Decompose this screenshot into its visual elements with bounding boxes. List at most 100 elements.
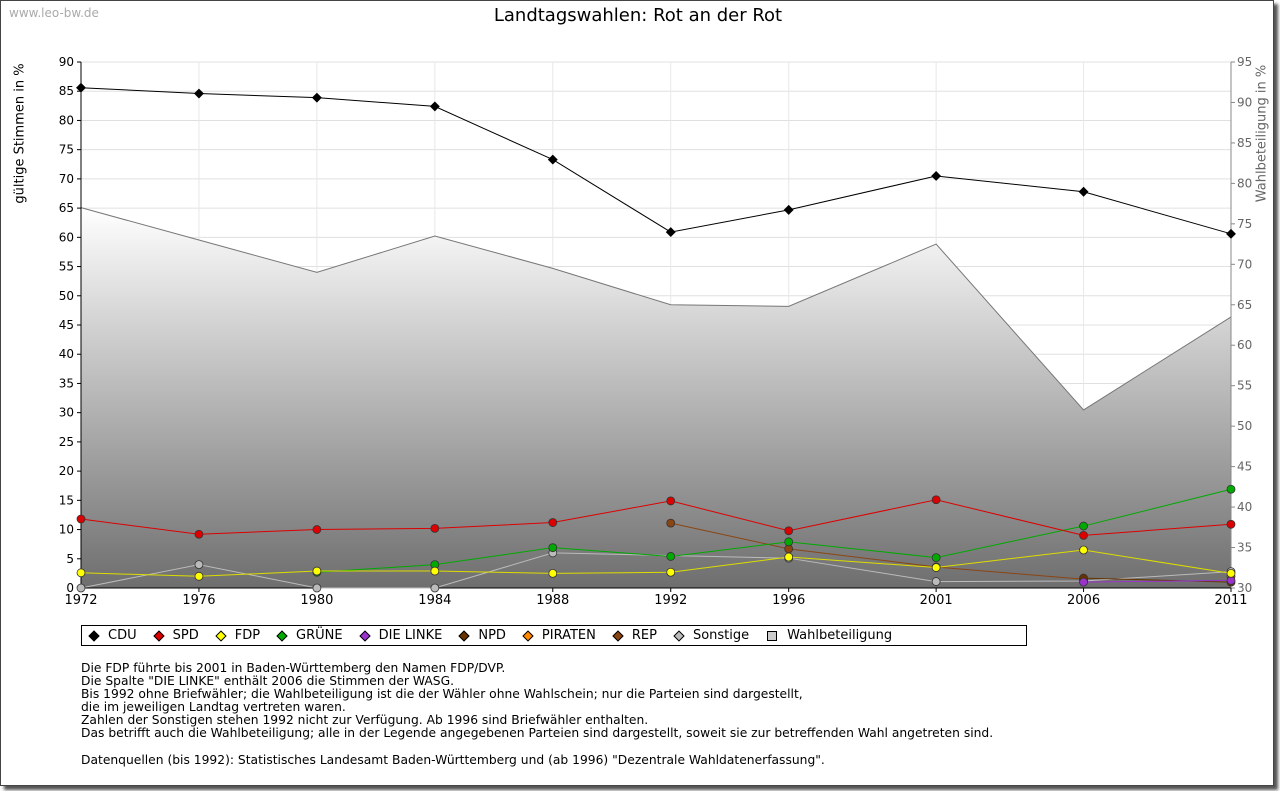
data-point (312, 525, 322, 534)
legend-label: PIRATEN (541, 628, 596, 643)
data-point (547, 154, 558, 165)
legend-label: SPD (172, 628, 199, 643)
x-tick-label: 1992 (654, 593, 687, 608)
series-line-spd (80, 499, 1232, 536)
y-tick-label: 60 (59, 230, 74, 244)
x-tick-label: 1976 (182, 593, 215, 608)
data-point (931, 577, 941, 586)
data-point (311, 92, 322, 103)
legend-marker (276, 629, 288, 642)
x-tick-label: 2001 (920, 593, 953, 608)
note-line: die im jeweiligen Landtag vertreten ware… (81, 700, 346, 715)
y2-tick-label: 95 (1237, 55, 1252, 69)
legend-label: Sonstige (692, 628, 750, 643)
data-point (194, 571, 204, 581)
legend-marker (612, 629, 624, 642)
y2-tick-label: 80 (1237, 176, 1252, 190)
legend-item: CDU (88, 628, 137, 643)
data-point (1226, 484, 1236, 494)
turnout-line (80, 207, 1232, 411)
y2-tick-label: 90 (1237, 95, 1252, 109)
data-point (548, 518, 558, 527)
legend-label: Wahlbeteiligung (787, 628, 893, 643)
legend-marker (673, 629, 685, 642)
notes: Die FDP führte bis 2001 in Baden-Württem… (81, 661, 993, 741)
note-line: Bis 1992 ohne Briefwähler; die Wahlbetei… (81, 687, 803, 702)
y-tick-label: 0 (66, 581, 74, 595)
x-tick-label: 1972 (64, 593, 97, 608)
legend-item: NPD (458, 628, 506, 643)
data-point (666, 496, 676, 506)
data-point (312, 583, 322, 593)
x-tick-label: 1984 (418, 593, 451, 608)
data-point (1226, 568, 1236, 578)
turnout-area (81, 207, 1231, 588)
legend-marker (88, 629, 100, 642)
legend-label: FDP (234, 628, 261, 643)
x-tick-label: 1988 (536, 593, 569, 608)
data-point (194, 529, 204, 539)
data-point (76, 568, 86, 578)
y2-tick-label: 70 (1237, 257, 1252, 271)
legend-item: GRÜNE (276, 628, 343, 643)
data-point (430, 583, 440, 593)
legend-item: Sonstige (673, 628, 750, 643)
data-point (1079, 531, 1088, 540)
data-point (1079, 521, 1088, 531)
y-tick-label: 50 (59, 289, 74, 303)
y2-tick-label: 35 (1237, 541, 1252, 555)
legend-marker (152, 629, 165, 642)
data-point (312, 566, 322, 576)
x-tick-label: 2006 (1067, 593, 1100, 608)
data-point (429, 101, 440, 112)
data-point (193, 88, 204, 99)
legend-label: REP (631, 628, 657, 643)
y2-tick-label: 45 (1237, 460, 1252, 474)
line-chart: 0 5 10 15 20 25 30 35 40 45 50 55 60 65 70 75 80 85 90 30 35… (59, 55, 1253, 608)
watermark: www.leo-bw.de (9, 6, 99, 20)
data-point (665, 227, 676, 238)
legend-marker (522, 629, 534, 642)
data-point (76, 514, 86, 524)
data-point (1079, 545, 1088, 555)
data-point (194, 560, 204, 570)
series-line-rep (670, 522, 1084, 580)
y-tick-label: 65 (59, 201, 74, 215)
data-point (666, 518, 676, 528)
data-point (784, 537, 794, 547)
data-point (430, 566, 440, 576)
y-tick-label: 20 (59, 464, 74, 478)
x-tick-label: 1980 (300, 593, 333, 608)
y2-tick-label: 55 (1237, 379, 1252, 393)
y-tick-label: 45 (59, 318, 74, 332)
chart-title: Landtagswahlen: Rot an der Rot (493, 5, 783, 26)
y-tick-label: 80 (59, 113, 74, 127)
y2-tick-label: 65 (1237, 298, 1252, 312)
legend-marker (215, 629, 227, 642)
legend-label: NPD (478, 628, 506, 643)
note-line: Zahlen der Sonstigen stehen 1992 nicht z… (81, 713, 649, 728)
legend-item: FDP (215, 628, 261, 643)
data-point (783, 204, 794, 215)
y-tick-label: 30 (59, 406, 74, 420)
y2-tick-label: 60 (1237, 338, 1252, 352)
y2-tick-label: 40 (1237, 500, 1252, 514)
y-tick-label: 85 (59, 84, 74, 98)
series-line-grüne (316, 488, 1232, 573)
data-point (666, 552, 676, 561)
legend-item: DIE LINKE (358, 628, 442, 643)
data-point (76, 82, 86, 93)
data-source: Datenquellen (bis 1992): Statistisches L… (81, 753, 825, 767)
x-tick-label: 2011 (1214, 593, 1247, 608)
series-line-cdu (80, 87, 1232, 235)
data-point (931, 563, 941, 572)
legend-item: Wahlbeteiligung (767, 628, 892, 643)
data-point (931, 495, 941, 505)
legend-marker (358, 629, 371, 642)
note-line: Die Spalte "DIE LINKE" enthält 2006 die … (81, 674, 455, 689)
y2-tick-label: 75 (1237, 217, 1252, 231)
data-point (784, 526, 794, 536)
y-tick-label: 25 (59, 435, 74, 449)
data-point (666, 567, 676, 577)
